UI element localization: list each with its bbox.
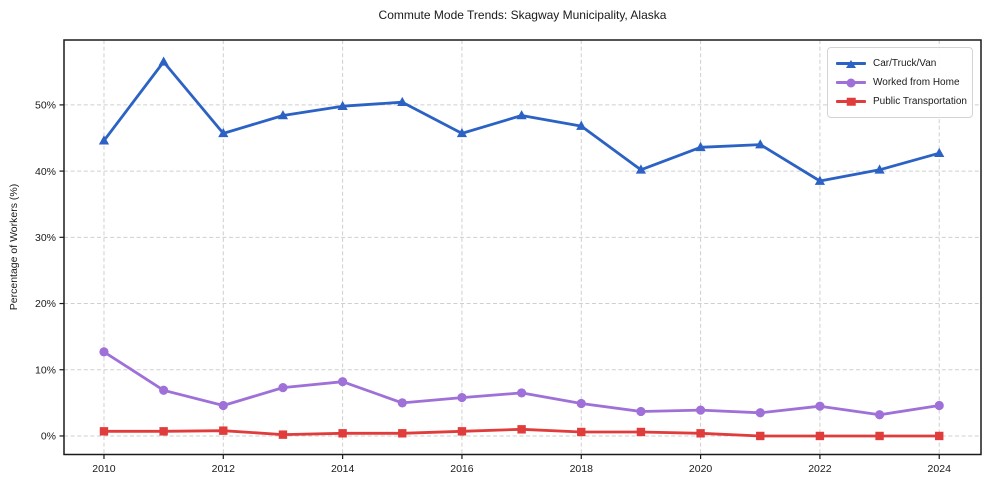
circle-marker <box>278 383 288 393</box>
triangle-marker <box>218 127 229 138</box>
y-tick-label: 40% <box>35 166 56 178</box>
circle-marker <box>99 347 109 357</box>
square-marker <box>636 427 646 437</box>
square-marker <box>517 425 526 434</box>
square-marker <box>875 431 884 441</box>
triangle-marker-icon <box>846 59 856 68</box>
square-marker <box>815 431 825 441</box>
series-public-transportation <box>99 425 944 441</box>
x-tick-label: 2010 <box>92 463 116 475</box>
triangle-marker <box>934 147 945 158</box>
circle-marker <box>815 401 825 411</box>
y-tick-label: 30% <box>35 232 56 244</box>
square-marker-icon <box>846 97 856 106</box>
y-tick-label: 10% <box>35 364 56 376</box>
circle-marker <box>874 410 885 420</box>
series-car-truck-van <box>98 56 945 185</box>
worked-from-home-line-sample <box>836 77 866 89</box>
car-truck-van-line-sample <box>836 58 866 70</box>
triangle-marker <box>755 139 766 149</box>
worked-from-home-line <box>102 350 941 417</box>
circle-marker <box>338 377 348 387</box>
x-tick-label: 2018 <box>570 463 594 475</box>
triangle-marker <box>337 100 348 111</box>
public-transportation-line-sample <box>836 96 866 108</box>
legend-item-public-transportation: Public Transportation <box>836 92 967 111</box>
triangle-marker <box>516 110 527 120</box>
circle-marker <box>517 388 527 398</box>
circle-marker <box>159 385 169 395</box>
square-marker <box>696 429 705 438</box>
triangle-marker <box>874 164 885 174</box>
triangle-marker <box>98 135 110 145</box>
legend-item-worked-from-home: Worked from Home <box>836 73 964 92</box>
gridlines <box>64 40 981 455</box>
car-truck-van-line <box>102 60 941 183</box>
legend-label: Car/Truck/Van <box>873 58 937 69</box>
circle-marker <box>457 392 467 403</box>
legend-label: Public Transportation <box>873 96 967 107</box>
x-tick-label: 2020 <box>689 463 713 475</box>
x-tick-label: 2012 <box>212 463 236 475</box>
y-tick-label: 50% <box>35 100 56 112</box>
legend-label: Worked from Home <box>873 77 960 88</box>
y-tick-label: 20% <box>35 298 56 310</box>
x-tick-label: 2024 <box>928 463 952 475</box>
x-tick-label: 2022 <box>808 463 832 475</box>
x-tick-label: 2014 <box>331 463 355 475</box>
square-marker <box>935 431 944 441</box>
square-marker <box>577 427 586 437</box>
circle-marker <box>695 405 706 415</box>
circle-marker <box>755 408 765 418</box>
circle-marker <box>636 406 646 417</box>
circle-marker <box>576 398 586 409</box>
triangle-marker <box>158 56 169 66</box>
square-marker <box>278 430 288 439</box>
y-tick-label: 0% <box>41 431 56 443</box>
circle-marker <box>218 400 228 411</box>
axis-ticks <box>59 104 940 459</box>
triangle-marker <box>277 110 289 120</box>
chart-title: Commute Mode Trends: Skagway Municipalit… <box>378 8 667 22</box>
series-worked-from-home <box>99 347 944 420</box>
circle-marker <box>397 398 407 408</box>
triangle-marker <box>695 141 706 152</box>
circle-marker-icon <box>846 78 856 87</box>
triangle-marker <box>814 175 826 185</box>
square-marker <box>457 427 467 436</box>
square-marker <box>398 429 407 438</box>
triangle-marker <box>635 164 647 174</box>
square-marker <box>159 427 168 436</box>
triangle-marker <box>397 96 408 107</box>
legend: Car/Truck/Van Worked from Home Public Tr… <box>827 47 973 118</box>
axis-tick-labels: 2010 2012 2014 2016 2018 2020 2022 2024 0% 10% 20%… <box>35 100 951 475</box>
legend-item-car-truck-van: Car/Truck/Van <box>836 54 964 73</box>
triangle-marker <box>456 127 468 138</box>
square-marker <box>219 426 228 435</box>
square-marker <box>338 429 347 438</box>
triangle-marker <box>576 120 587 130</box>
square-marker <box>99 427 109 436</box>
circle-marker <box>934 400 944 411</box>
x-tick-label: 2016 <box>450 463 474 475</box>
square-marker <box>756 431 765 441</box>
plot-border <box>63 39 982 456</box>
